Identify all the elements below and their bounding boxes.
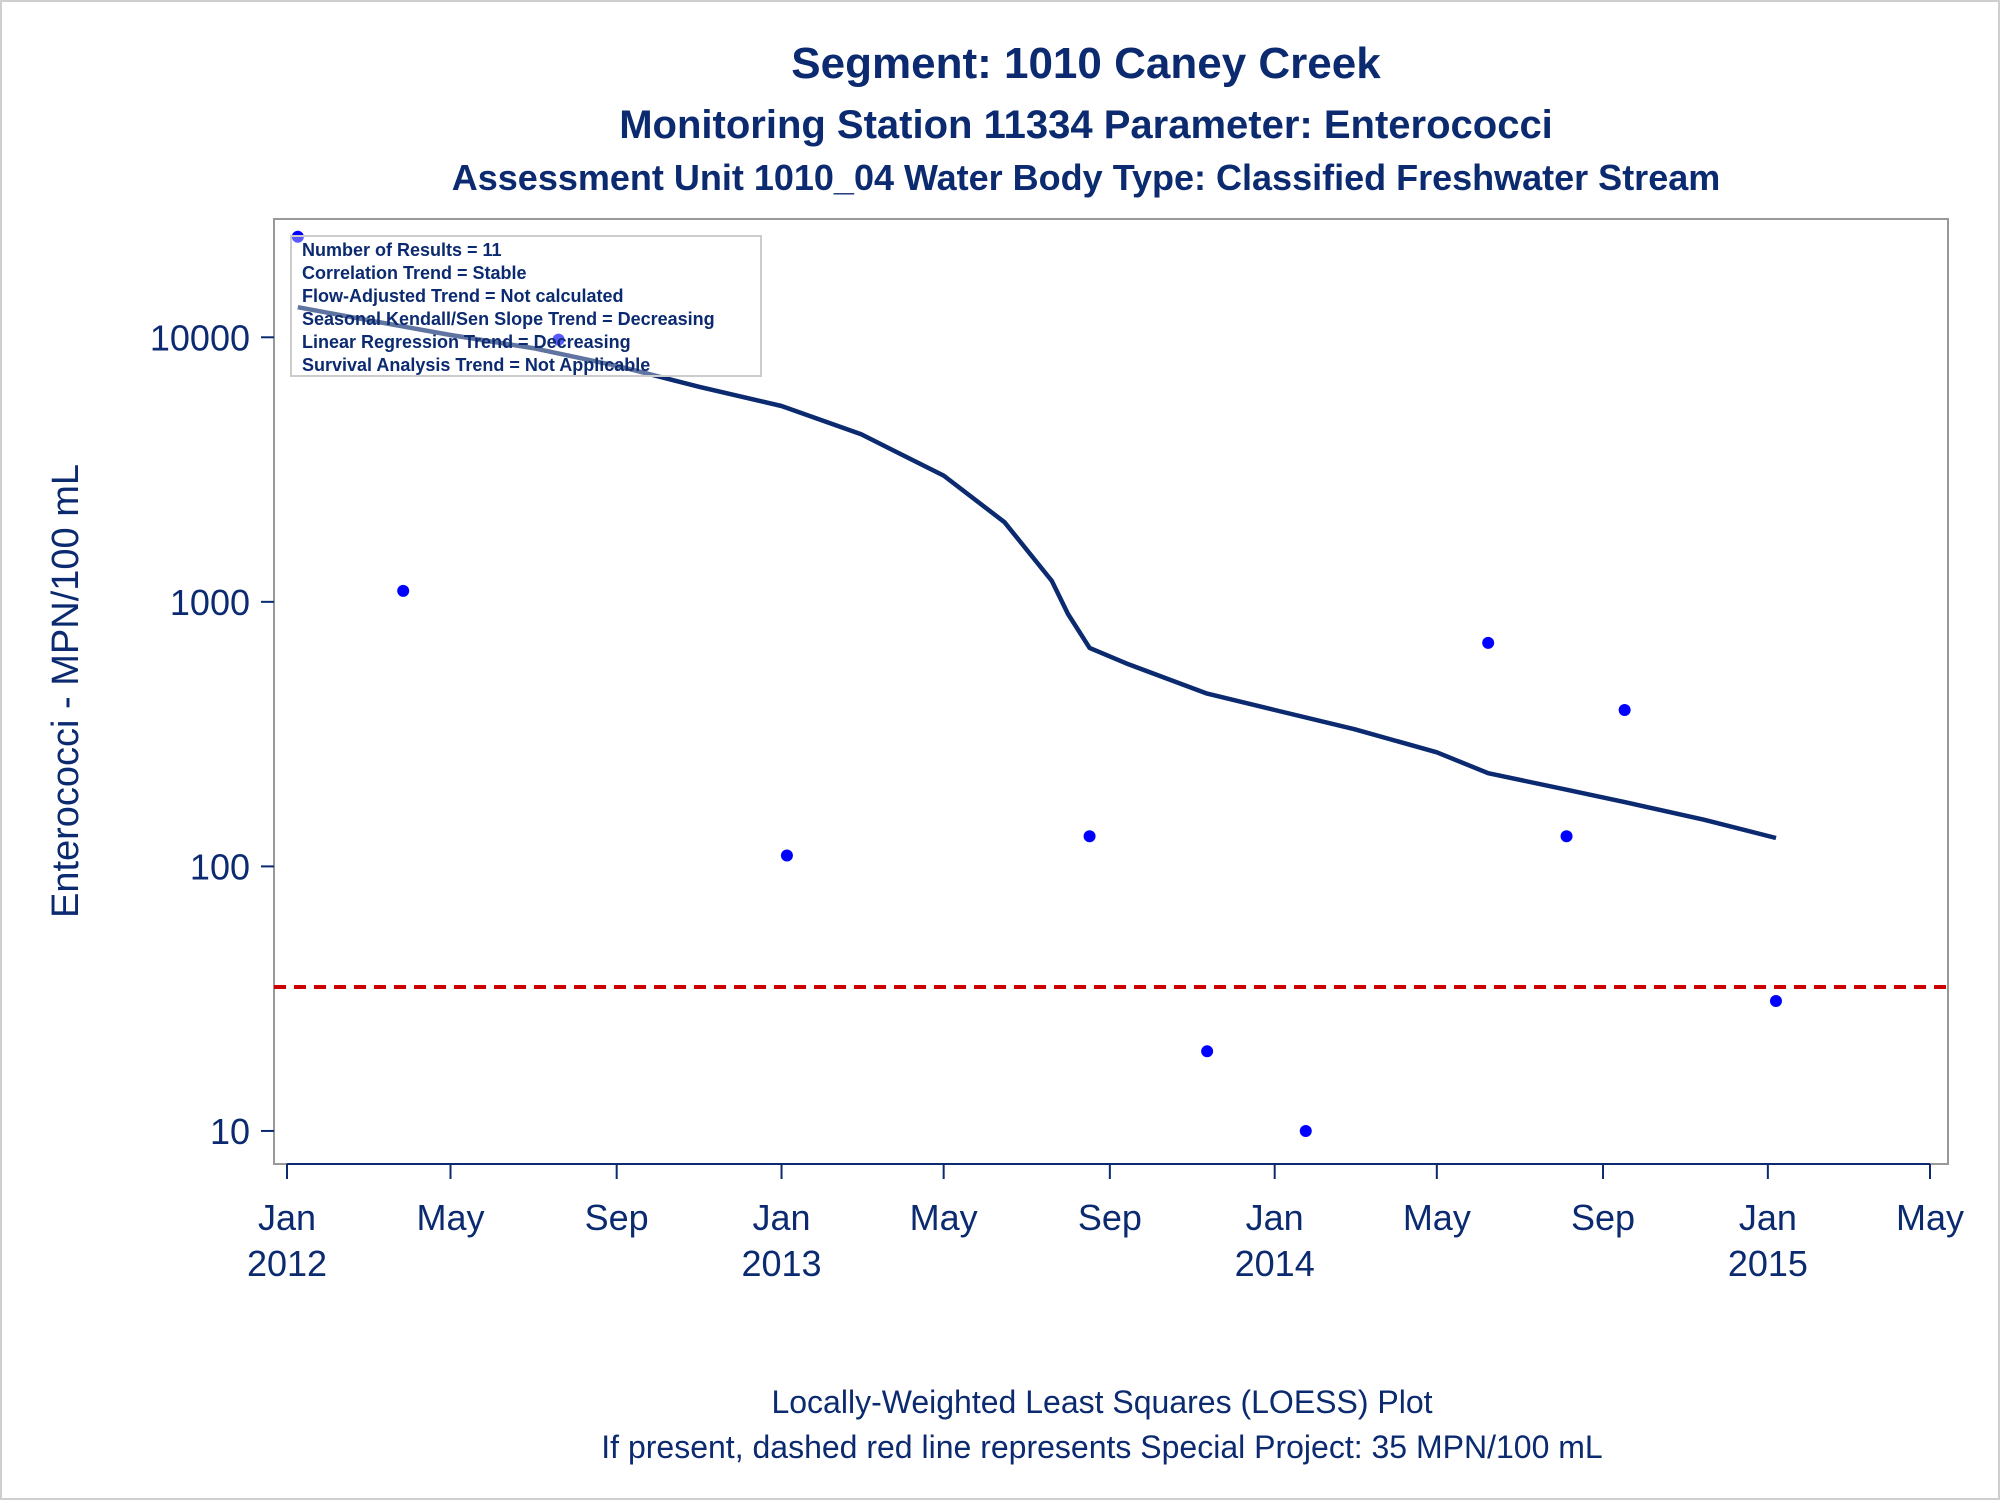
x-tick-label: Jan — [752, 1197, 810, 1238]
loess-line — [297, 304, 1777, 841]
x-tick-label: Sep — [1571, 1197, 1635, 1238]
x-tick-label: May — [416, 1197, 484, 1238]
footnote-2: If present, dashed red line represents S… — [601, 1429, 1602, 1465]
inset-line: Survival Analysis Trend = Not Applicable — [302, 355, 650, 375]
x-tick-label: Sep — [1078, 1197, 1142, 1238]
x-tick-label: May — [910, 1197, 978, 1238]
data-point — [1560, 830, 1573, 843]
x-tick-label: May — [1896, 1197, 1964, 1238]
data-point — [780, 849, 793, 862]
data-point — [1299, 1124, 1312, 1137]
x-tick-label: Jan — [1739, 1197, 1797, 1238]
y-tick-label: 100 — [190, 846, 250, 887]
x-tick-year-label: 2014 — [1235, 1243, 1315, 1284]
footnote-1: Locally-Weighted Least Squares (LOESS) P… — [771, 1384, 1432, 1420]
x-tick-label: May — [1403, 1197, 1471, 1238]
x-tick-year-label: 2015 — [1728, 1243, 1808, 1284]
y-axis-label: Enterococci - MPN/100 mL — [45, 464, 87, 918]
x-tick-year-label: 2013 — [741, 1243, 821, 1284]
data-point — [397, 584, 410, 597]
inset-line: Flow-Adjusted Trend = Not calculated — [302, 286, 624, 306]
data-point — [1083, 830, 1096, 843]
x-tick-year-label: 2012 — [247, 1243, 327, 1284]
inset-box — [290, 235, 762, 377]
data-point — [1201, 1045, 1214, 1058]
data-points — [291, 230, 1782, 1137]
inset-lines: Number of Results = 11 Correlation Trend … — [302, 240, 715, 375]
data-point — [1618, 704, 1631, 717]
chart-subtitle: Monitoring Station 11334 Parameter: Ente… — [619, 103, 1553, 147]
data-point — [1482, 636, 1495, 649]
inset-line: Linear Regression Trend = Decreasing — [302, 332, 631, 352]
x-tick-label: Sep — [585, 1197, 649, 1238]
inset-line: Correlation Trend = Stable — [302, 263, 527, 283]
y-tick-label: 1000 — [170, 582, 250, 623]
x-tick-label: Jan — [258, 1197, 316, 1238]
trend-inset: Number of Results = 11 Correlation Trend … — [290, 235, 762, 377]
inset-line: Number of Results = 11 — [302, 240, 502, 260]
x-axis: Jan 2012 May Sep Jan 2013 May Sep Jan 2014 May Sep J… — [247, 1163, 1964, 1284]
chart-subtitle-2: Assessment Unit 1010_04 Water Body Type:… — [452, 157, 1721, 198]
data-point — [1769, 994, 1782, 1007]
chart-title: Segment: 1010 Caney Creek — [791, 39, 1381, 88]
y-axis: 10 100 1000 10000 — [150, 317, 274, 1152]
y-tick-label: 10000 — [150, 317, 250, 358]
x-tick-label: Jan — [1246, 1197, 1304, 1238]
y-tick-label: 10 — [210, 1111, 250, 1152]
inset-line: Seasonal Kendall/Sen Slope Trend = Decre… — [302, 309, 715, 329]
data-point — [552, 333, 565, 346]
